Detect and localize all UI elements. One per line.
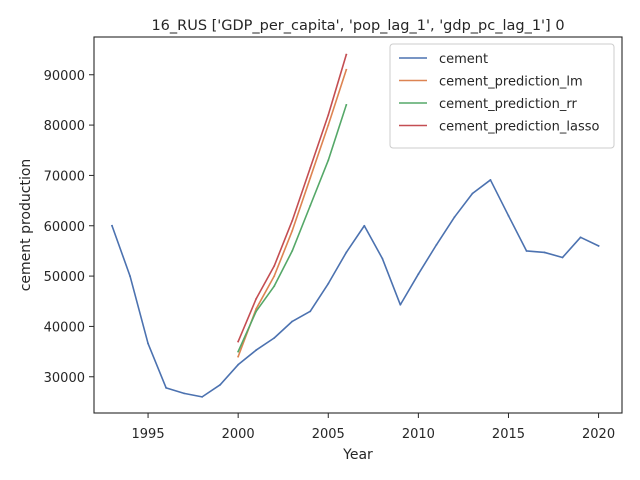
data-point xyxy=(255,307,258,310)
legend-label: cement xyxy=(439,52,488,67)
data-point xyxy=(345,251,348,254)
data-point xyxy=(201,395,204,398)
data-point xyxy=(165,386,167,389)
plot-area xyxy=(110,53,600,398)
data-point xyxy=(291,320,294,323)
series-line-0 xyxy=(110,179,600,398)
data-point xyxy=(291,250,294,252)
data-point xyxy=(309,204,312,207)
data-point xyxy=(525,250,528,252)
data-point xyxy=(345,104,348,106)
data-point xyxy=(309,177,312,179)
data-point xyxy=(273,337,276,339)
data-point xyxy=(183,392,186,395)
legend-label: cement_prediction_rr xyxy=(439,97,577,112)
series-line-2 xyxy=(237,103,348,353)
data-point xyxy=(363,224,366,227)
y-tick-label: 70000 xyxy=(44,169,85,184)
data-point xyxy=(345,53,348,56)
data-point xyxy=(489,179,492,181)
data-point xyxy=(147,342,149,345)
data-point xyxy=(579,236,582,239)
x-tick-label: 2000 xyxy=(222,427,255,442)
data-point xyxy=(255,310,258,313)
y-tick-label: 50000 xyxy=(44,270,85,285)
data-point xyxy=(435,243,438,246)
data-point xyxy=(381,257,384,260)
data-point xyxy=(219,383,222,386)
x-tick-label: 2010 xyxy=(402,427,435,442)
data-point xyxy=(543,251,546,254)
data-point xyxy=(237,355,240,358)
data-point xyxy=(237,350,240,353)
x-axis-label: Year xyxy=(342,447,373,463)
data-point xyxy=(111,224,113,227)
data-point xyxy=(237,363,240,366)
data-point xyxy=(291,219,294,222)
data-point xyxy=(309,310,312,313)
data-point xyxy=(327,159,330,162)
data-point xyxy=(129,275,131,277)
data-point xyxy=(417,273,420,275)
data-point xyxy=(561,256,564,259)
data-point xyxy=(327,124,330,126)
x-tick-label: 1995 xyxy=(132,427,165,442)
legend-box xyxy=(389,43,615,149)
y-tick-label: 40000 xyxy=(44,320,85,335)
y-tick-label: 80000 xyxy=(44,119,85,134)
data-point xyxy=(327,282,330,285)
x-tick-label: 2015 xyxy=(492,427,525,442)
data-point xyxy=(507,214,510,217)
chart-title: 16_RUS ['GDP_per_capita', 'pop_lag_1', '… xyxy=(151,18,564,34)
legend: cement cement_prediction_lm cement_predict… xyxy=(389,43,615,149)
data-point xyxy=(345,68,348,71)
y-axis-label: cement production xyxy=(18,159,34,292)
series-line-3 xyxy=(237,53,348,343)
x-tick-label: 2020 xyxy=(582,427,615,442)
data-point xyxy=(399,303,402,306)
data-point xyxy=(309,166,312,169)
data-point xyxy=(255,297,258,300)
data-point xyxy=(327,114,330,116)
legend-label: cement_prediction_lm xyxy=(439,75,583,90)
data-point xyxy=(471,192,474,195)
data-point xyxy=(597,244,600,247)
y-tick-label: 90000 xyxy=(44,69,85,84)
data-point xyxy=(273,275,276,277)
data-point xyxy=(273,265,276,267)
axes-frame xyxy=(93,36,623,414)
y-tick-label: 60000 xyxy=(44,220,85,235)
data-point xyxy=(453,216,456,219)
data-point xyxy=(255,349,258,351)
x-tick-label: 2005 xyxy=(312,427,345,442)
y-tick-label: 30000 xyxy=(44,371,85,386)
ticks: 1995 2000 2005 2010 2015 2020 30000 40000 50000 6… xyxy=(44,69,615,442)
legend-label: cement_prediction_lasso xyxy=(439,120,599,135)
data-point xyxy=(273,285,276,288)
data-point xyxy=(291,229,294,232)
data-point xyxy=(237,340,240,343)
